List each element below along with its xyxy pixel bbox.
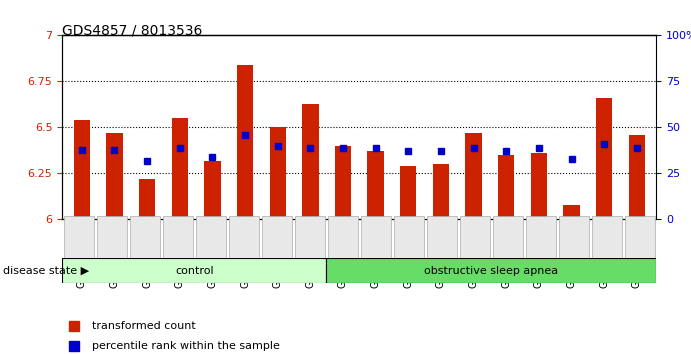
FancyBboxPatch shape [460,216,490,258]
Bar [74,120,90,219]
FancyBboxPatch shape [328,216,358,258]
FancyBboxPatch shape [196,216,225,258]
FancyBboxPatch shape [229,216,258,258]
Bar [629,135,645,219]
FancyBboxPatch shape [326,258,656,283]
FancyBboxPatch shape [559,216,589,258]
FancyBboxPatch shape [427,216,457,258]
FancyBboxPatch shape [361,216,390,258]
Text: GDS4857 / 8013536: GDS4857 / 8013536 [62,23,202,37]
Bar [596,98,612,219]
Bar [171,118,188,219]
FancyBboxPatch shape [62,258,326,283]
FancyBboxPatch shape [526,216,556,258]
FancyBboxPatch shape [64,216,93,258]
Bar [368,152,384,219]
Bar [466,133,482,219]
Bar [400,166,417,219]
FancyBboxPatch shape [394,216,424,258]
Bar [563,205,580,219]
FancyBboxPatch shape [295,216,325,258]
Bar [302,103,319,219]
FancyBboxPatch shape [97,216,126,258]
Bar [433,164,449,219]
Bar [269,127,286,219]
Bar [106,133,122,219]
FancyBboxPatch shape [493,216,523,258]
Text: percentile rank within the sample: percentile rank within the sample [92,341,280,350]
FancyBboxPatch shape [625,216,655,258]
FancyBboxPatch shape [262,216,292,258]
Bar [139,179,155,219]
FancyBboxPatch shape [163,216,193,258]
Bar [237,65,253,219]
Bar [498,155,514,219]
Bar [205,161,220,219]
Bar [335,146,351,219]
Text: disease state ▶: disease state ▶ [3,266,90,276]
Text: transformed count: transformed count [92,321,196,331]
Text: obstructive sleep apnea: obstructive sleep apnea [424,266,558,276]
FancyBboxPatch shape [130,216,160,258]
Text: control: control [175,266,214,276]
Bar [531,153,547,219]
FancyBboxPatch shape [592,216,622,258]
